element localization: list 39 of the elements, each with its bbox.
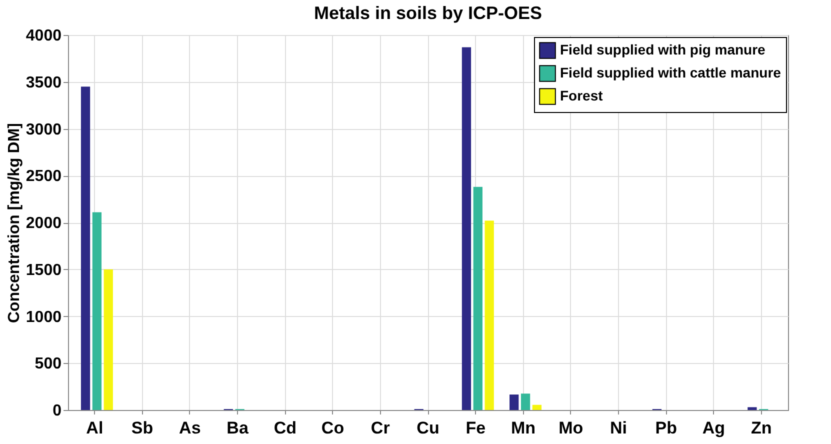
bar	[80, 86, 90, 410]
x-tick-label: Cr	[370, 418, 390, 438]
x-tick-label: Ag	[702, 418, 726, 438]
x-tick-label: Ni	[610, 418, 627, 438]
y-tick-label: 0	[52, 402, 62, 420]
x-tick-label: Mo	[558, 418, 584, 438]
x-tick-label: Sb	[131, 418, 154, 438]
bar	[473, 186, 482, 410]
chart-title: Metals in soils by ICP-OES	[314, 3, 542, 23]
y-tick-label: 500	[34, 356, 62, 373]
y-axis-title: Concentration [mg/kg DM]	[6, 123, 23, 323]
bar	[462, 47, 472, 410]
x-tick-label: Co	[321, 418, 344, 438]
x-tick-label: Cu	[416, 418, 440, 438]
bar	[510, 394, 519, 410]
y-tick-label: 3000	[26, 121, 62, 138]
x-tick-label: Fe	[466, 418, 486, 438]
bar	[532, 404, 542, 410]
y-tick-label: 4000	[26, 28, 62, 44]
x-tick-label: Mn	[510, 418, 536, 438]
x-tick-label: Al	[86, 418, 104, 438]
y-tick-label: 2500	[26, 168, 62, 186]
x-tick-label: Zn	[750, 418, 772, 438]
bar	[520, 394, 530, 410]
y-tick-label: 2000	[26, 215, 62, 232]
y-tick-label: 3500	[26, 74, 62, 92]
bar	[92, 212, 102, 410]
bar	[748, 407, 757, 410]
legend-label: Field supplied with pig manure	[560, 42, 766, 58]
bar	[104, 269, 113, 410]
legend-label: Field supplied with cattle manure	[560, 64, 782, 80]
x-tick-label: Ba	[226, 418, 249, 438]
bar	[484, 220, 494, 410]
x-tick-label: As	[179, 418, 201, 438]
legend-label: Forest	[560, 88, 604, 104]
y-tick-label: 1000	[26, 308, 62, 326]
x-tick-label: Cd	[274, 418, 296, 438]
y-tick-label: 1500	[26, 262, 62, 279]
x-tick-label: Pb	[655, 418, 677, 438]
